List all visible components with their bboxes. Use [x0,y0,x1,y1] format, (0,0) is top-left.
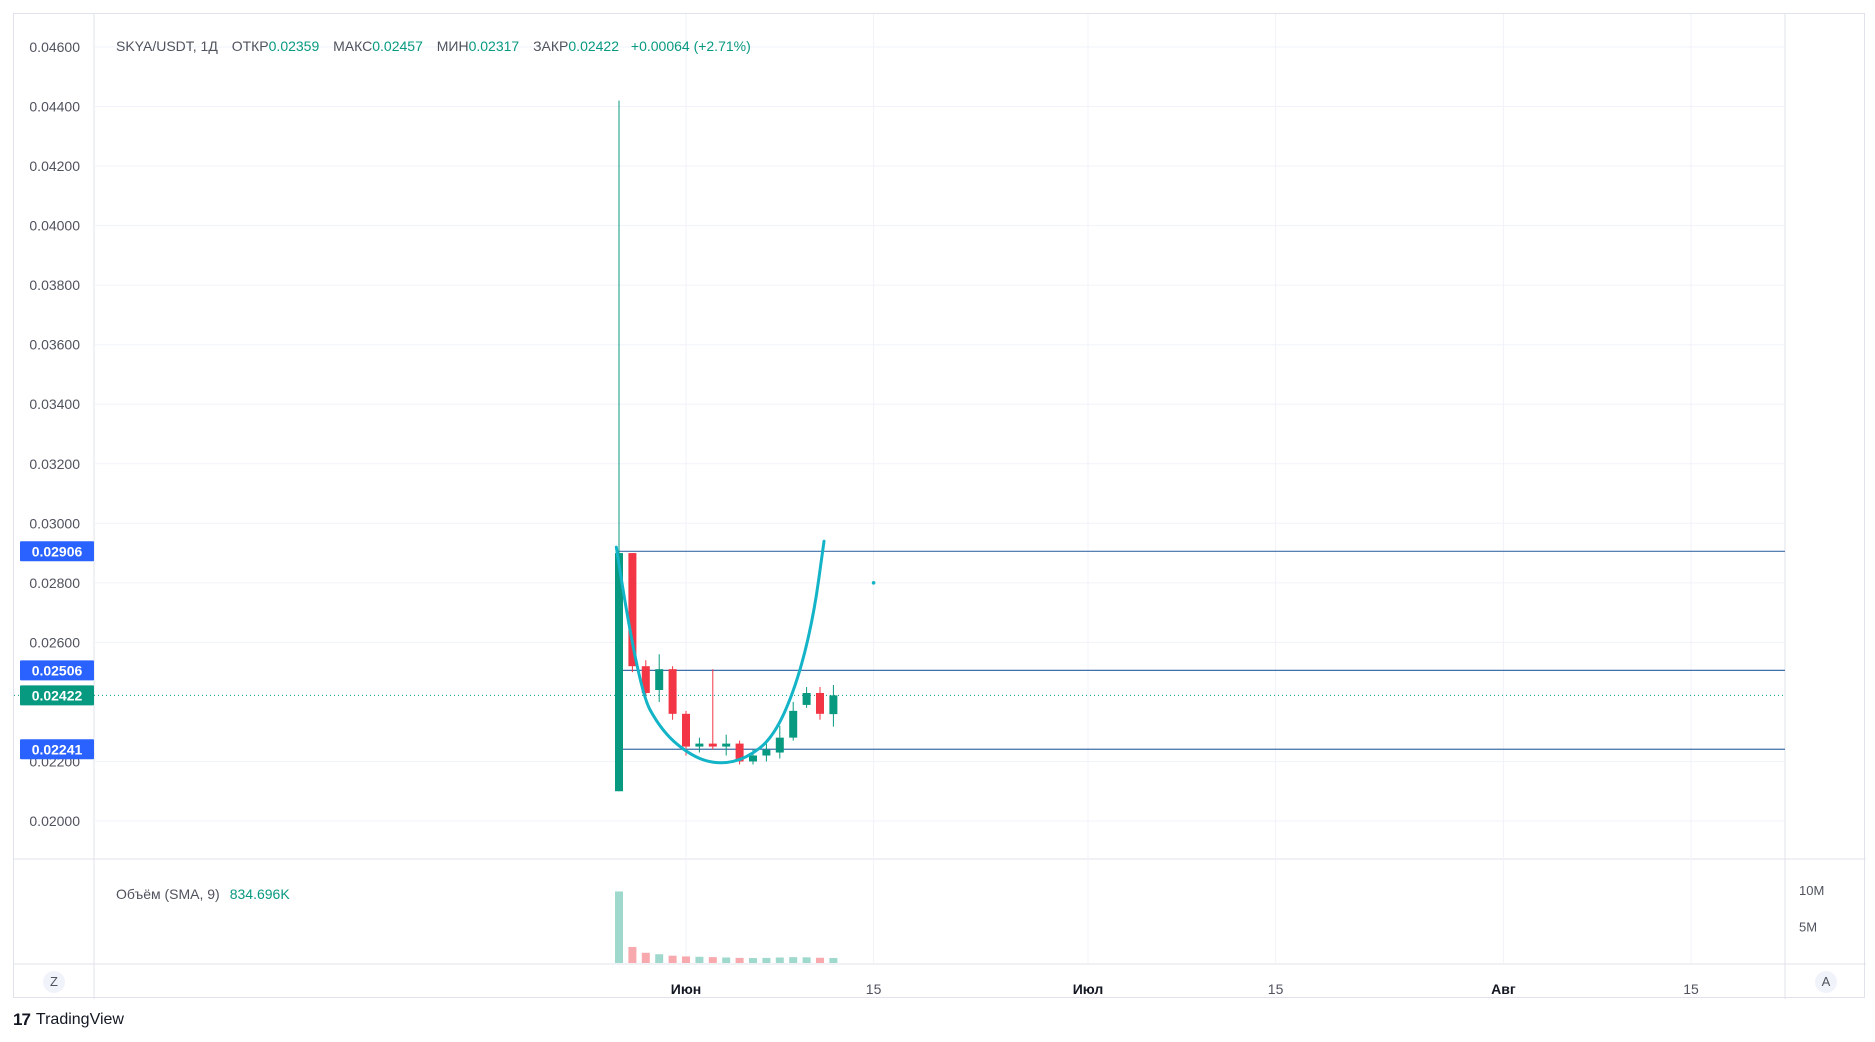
hline-price-label-bg [20,541,94,562]
y-tick-label: 0.02000 [29,813,80,829]
legend-high-value: 0.02457 [372,38,423,54]
volume-bar [682,956,690,963]
y-tick-label: 0.04400 [29,99,80,115]
hline-price-label: 0.02906 [32,543,83,559]
x-tick-label: Июл [1073,981,1104,997]
price-axis: 0.04600 0.04400 0.04200 0.04000 0.03800 0.036… [29,39,80,829]
y-tick-label: 0.04600 [29,39,80,55]
candles-layer [615,100,838,792]
volume-layer [615,891,838,963]
hline-price-label: 0.02241 [32,741,83,757]
candle-body [655,669,664,691]
hline-price-label-bg [20,739,94,760]
hline-price-label: 0.02506 [32,662,83,678]
y-tick-label: 0.03200 [29,456,80,472]
candle-body [722,743,731,747]
candle-body [668,669,677,714]
candle-body [762,749,771,756]
y-tick-label: 0.03600 [29,337,80,353]
time-axis: Июн15Июл15Авг15Сен15Окт15 [671,981,1699,997]
candle-body [749,755,757,762]
a-button[interactable]: A [1815,971,1837,993]
chart-frame[interactable]: 0.04600 0.04400 0.04200 0.04000 0.03800 0.036… [13,13,1866,999]
x-tick-label: 15 [1268,981,1284,997]
volume-tick-label: 5M [1799,920,1817,935]
volume-bar [789,957,798,963]
y-tick-label: 0.02800 [29,575,80,591]
last-price-label-bg [20,685,94,706]
x-tick-label: Июн [671,981,701,997]
candle-body [641,666,650,693]
volume-tick-label: 10M [1799,883,1824,898]
horizontal-lines-layer [14,550,1785,750]
x-tick-label: 15 [1683,981,1699,997]
legend-low-value: 0.02317 [468,38,520,54]
volume-bar [802,957,811,963]
volume-bar [655,954,664,963]
candle-body [816,692,824,714]
candle-body [682,713,690,747]
y-tick-label: 0.03000 [29,515,80,531]
price-labels-layer: 0.02906 0.02506 0.02241 0.02422 [20,541,94,760]
candle-body [775,737,784,753]
volume-bar [816,957,824,963]
candle-body [708,743,717,747]
volume-legend: Объём (SMA, 9) 834.696K [116,886,290,902]
legend-high-label: МАКС [333,38,373,54]
volume-bar [668,955,677,963]
candle-body [802,692,811,705]
candle-body [789,710,798,738]
brand-name: TradingView [35,1011,124,1028]
hline-price-label-bg [20,660,94,681]
legend-change: +0.00064 (+2.71%) [630,38,751,54]
x-tick-label: 15 [866,981,882,997]
volume-bar [641,952,650,963]
volume-bar [735,957,744,963]
tradingview-logo-icon: 17 [13,1010,31,1029]
candle-body [695,743,704,747]
volume-bar [722,957,731,963]
legend-open-label: ОТКР [231,38,269,54]
volume-bar [775,957,784,963]
volume-bar [695,956,704,963]
y-tick-label: 0.03800 [29,277,80,293]
volume-bar [708,957,717,963]
candle-body [615,553,623,792]
volume-bar [749,958,757,963]
legend-close-label: ЗАКР [533,38,569,54]
volume-bar [628,946,637,963]
legend-open-value: 0.02359 [268,38,320,54]
drawing-dot [871,581,876,585]
volume-bar [829,957,838,963]
candle-body [735,743,744,762]
volume-legend-value: 834.696K [229,886,290,902]
tradingview-brand[interactable]: 17 TradingView [13,1010,124,1030]
volume-bar [615,891,623,963]
z-button[interactable]: Z [43,971,65,993]
price-chart[interactable]: 0.04600 0.04400 0.04200 0.04000 0.03800 0.036… [14,14,1866,999]
y-tick-label: 0.04000 [29,218,80,234]
y-tick-label: 0.04200 [29,158,80,174]
drawings-layer [614,539,876,765]
symbol-legend: SKYA/USDT, 1Д ОТКР0.02359 МАКС0.02457 МИ… [116,38,751,54]
legend-symbol: SKYA/USDT, 1Д [116,38,218,54]
y-tick-label: 0.02600 [29,634,80,650]
curve-drawing [614,539,826,765]
grid-layer [14,14,1866,999]
legend-low-label: МИН [436,38,469,54]
y-tick-label: 0.03400 [29,396,80,412]
volume-axis: 10M 5M [1799,883,1824,935]
volume-bar [762,957,771,963]
x-tick-label: Авг [1491,981,1516,997]
legend-close-value: 0.02422 [568,38,619,54]
candle-body [628,553,637,667]
volume-legend-name: Объём (SMA, 9) [116,886,220,902]
last-price-label: 0.02422 [32,687,83,703]
candle-body [829,695,838,715]
